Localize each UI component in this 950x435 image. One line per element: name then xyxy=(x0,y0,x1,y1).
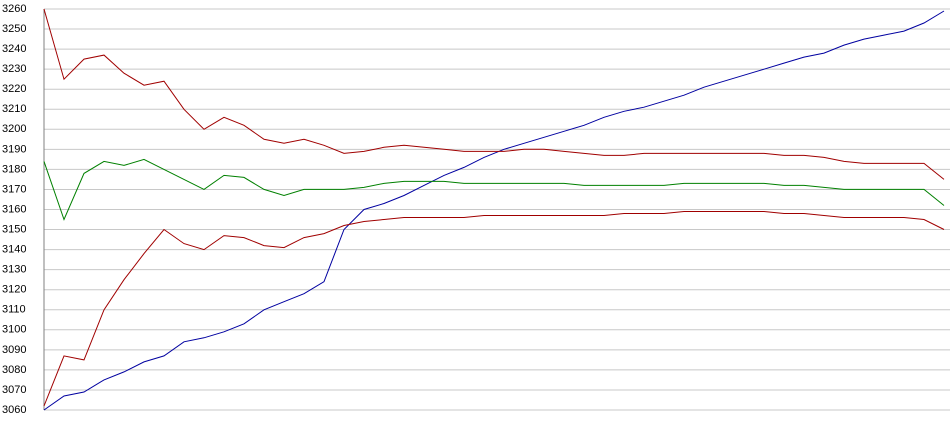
y-tick-label: 3120 xyxy=(2,284,26,296)
y-tick-label: 3260 xyxy=(2,3,26,15)
series-line xyxy=(43,211,945,407)
y-tick-label: 3240 xyxy=(2,43,26,55)
y-tick-label: 3140 xyxy=(2,244,26,256)
y-tick-label: 3190 xyxy=(2,143,26,155)
y-tick-label: 3180 xyxy=(2,163,26,175)
y-tick-label: 3220 xyxy=(2,83,26,95)
y-tick-label: 3110 xyxy=(2,304,26,316)
y-tick-label: 3160 xyxy=(2,203,26,215)
y-tick-label: 3060 xyxy=(2,404,26,416)
series-line xyxy=(43,158,945,221)
series-line xyxy=(43,10,945,411)
y-tick-label: 3150 xyxy=(2,223,26,235)
y-tick-label: 3080 xyxy=(2,364,26,376)
y-tick-label: 3250 xyxy=(2,23,26,35)
y-tick-label: 3100 xyxy=(2,324,26,336)
y-tick-label: 3130 xyxy=(2,264,26,276)
y-tick-label: 3170 xyxy=(2,183,26,195)
series-line xyxy=(43,8,945,180)
y-tick-label: 3090 xyxy=(2,344,26,356)
y-tick-label: 3230 xyxy=(2,63,26,75)
y-tick-label: 3200 xyxy=(2,123,26,135)
y-tick-label: 3210 xyxy=(2,103,26,115)
y-tick-label: 3070 xyxy=(2,384,26,396)
